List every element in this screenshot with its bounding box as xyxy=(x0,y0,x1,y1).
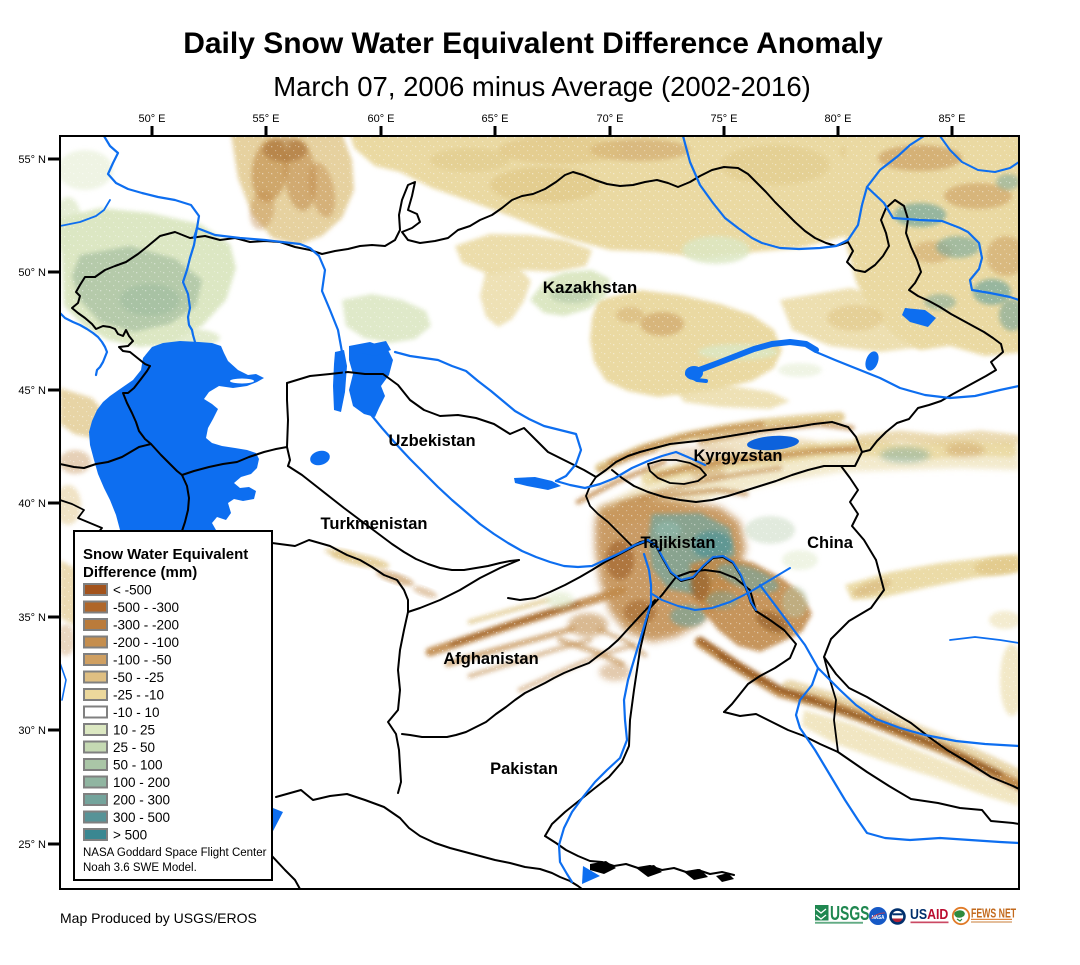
svg-text:75° E: 75° E xyxy=(710,113,737,125)
svg-text:30° N: 30° N xyxy=(18,725,46,737)
svg-text:< -500: < -500 xyxy=(113,583,152,598)
svg-text:55° E: 55° E xyxy=(252,113,279,125)
svg-text:Uzbekistan: Uzbekistan xyxy=(388,432,475,450)
svg-text:-25 - -10: -25 - -10 xyxy=(113,688,164,703)
svg-text:Tajikistan: Tajikistan xyxy=(641,534,716,552)
svg-text:-500 - -300: -500 - -300 xyxy=(113,600,179,615)
svg-text:Map Produced by USGS/EROS: Map Produced by USGS/EROS xyxy=(60,910,257,926)
svg-text:Afghanistan: Afghanistan xyxy=(443,650,538,668)
svg-text:50 - 100: 50 - 100 xyxy=(113,758,163,773)
svg-text:Kazakhstan: Kazakhstan xyxy=(543,278,637,297)
svg-text:70° E: 70° E xyxy=(596,113,623,125)
svg-text:> 500: > 500 xyxy=(113,828,147,843)
svg-text:55° N: 55° N xyxy=(18,154,46,166)
svg-text:Noah 3.6 SWE Model.: Noah 3.6 SWE Model. xyxy=(83,862,197,874)
svg-text:25° N: 25° N xyxy=(18,839,46,851)
svg-text:USAID: USAID xyxy=(910,906,949,922)
svg-text:50° E: 50° E xyxy=(138,113,165,125)
svg-text:-100 - -50: -100 - -50 xyxy=(113,653,172,668)
svg-text:USGS: USGS xyxy=(830,901,869,924)
svg-text:80° E: 80° E xyxy=(824,113,851,125)
svg-text:Turkmenistan: Turkmenistan xyxy=(321,515,428,533)
svg-text:Snow Water Equivalent: Snow Water Equivalent xyxy=(83,546,248,563)
svg-text:FEWS NET: FEWS NET xyxy=(971,907,1016,921)
svg-text:35° N: 35° N xyxy=(18,612,46,624)
svg-text:NASA: NASA xyxy=(872,914,885,921)
svg-text:-300 - -200: -300 - -200 xyxy=(113,618,179,633)
svg-text:10 - 25: 10 - 25 xyxy=(113,723,155,738)
svg-text:300 - 500: 300 - 500 xyxy=(113,810,170,825)
svg-text:200 - 300: 200 - 300 xyxy=(113,793,170,808)
svg-text:-10 - 10: -10 - 10 xyxy=(113,705,160,720)
svg-text:Difference (mm): Difference (mm) xyxy=(83,564,197,581)
svg-text:100 - 200: 100 - 200 xyxy=(113,775,170,790)
svg-text:60° E: 60° E xyxy=(367,113,394,125)
svg-text:-50 - -25: -50 - -25 xyxy=(113,670,164,685)
svg-text:NASA Goddard Space Flight Cent: NASA Goddard Space Flight Center xyxy=(83,847,267,859)
svg-text:Pakistan: Pakistan xyxy=(490,760,558,778)
svg-text:Daily Snow Water Equivalent Di: Daily Snow Water Equivalent Difference A… xyxy=(183,27,883,60)
svg-text:40° N: 40° N xyxy=(18,498,46,510)
svg-text:65° E: 65° E xyxy=(481,113,508,125)
svg-text:25 - 50: 25 - 50 xyxy=(113,740,155,755)
svg-text:85° E: 85° E xyxy=(938,113,965,125)
svg-text:50° N: 50° N xyxy=(18,267,46,279)
svg-text:March 07, 2006 minus Average (: March 07, 2006 minus Average (2002-2016) xyxy=(273,71,811,102)
svg-text:Kyrgyzstan: Kyrgyzstan xyxy=(694,447,783,465)
svg-text:China: China xyxy=(807,534,854,552)
svg-text:45° N: 45° N xyxy=(18,385,46,397)
svg-text:-200 - -100: -200 - -100 xyxy=(113,635,179,650)
